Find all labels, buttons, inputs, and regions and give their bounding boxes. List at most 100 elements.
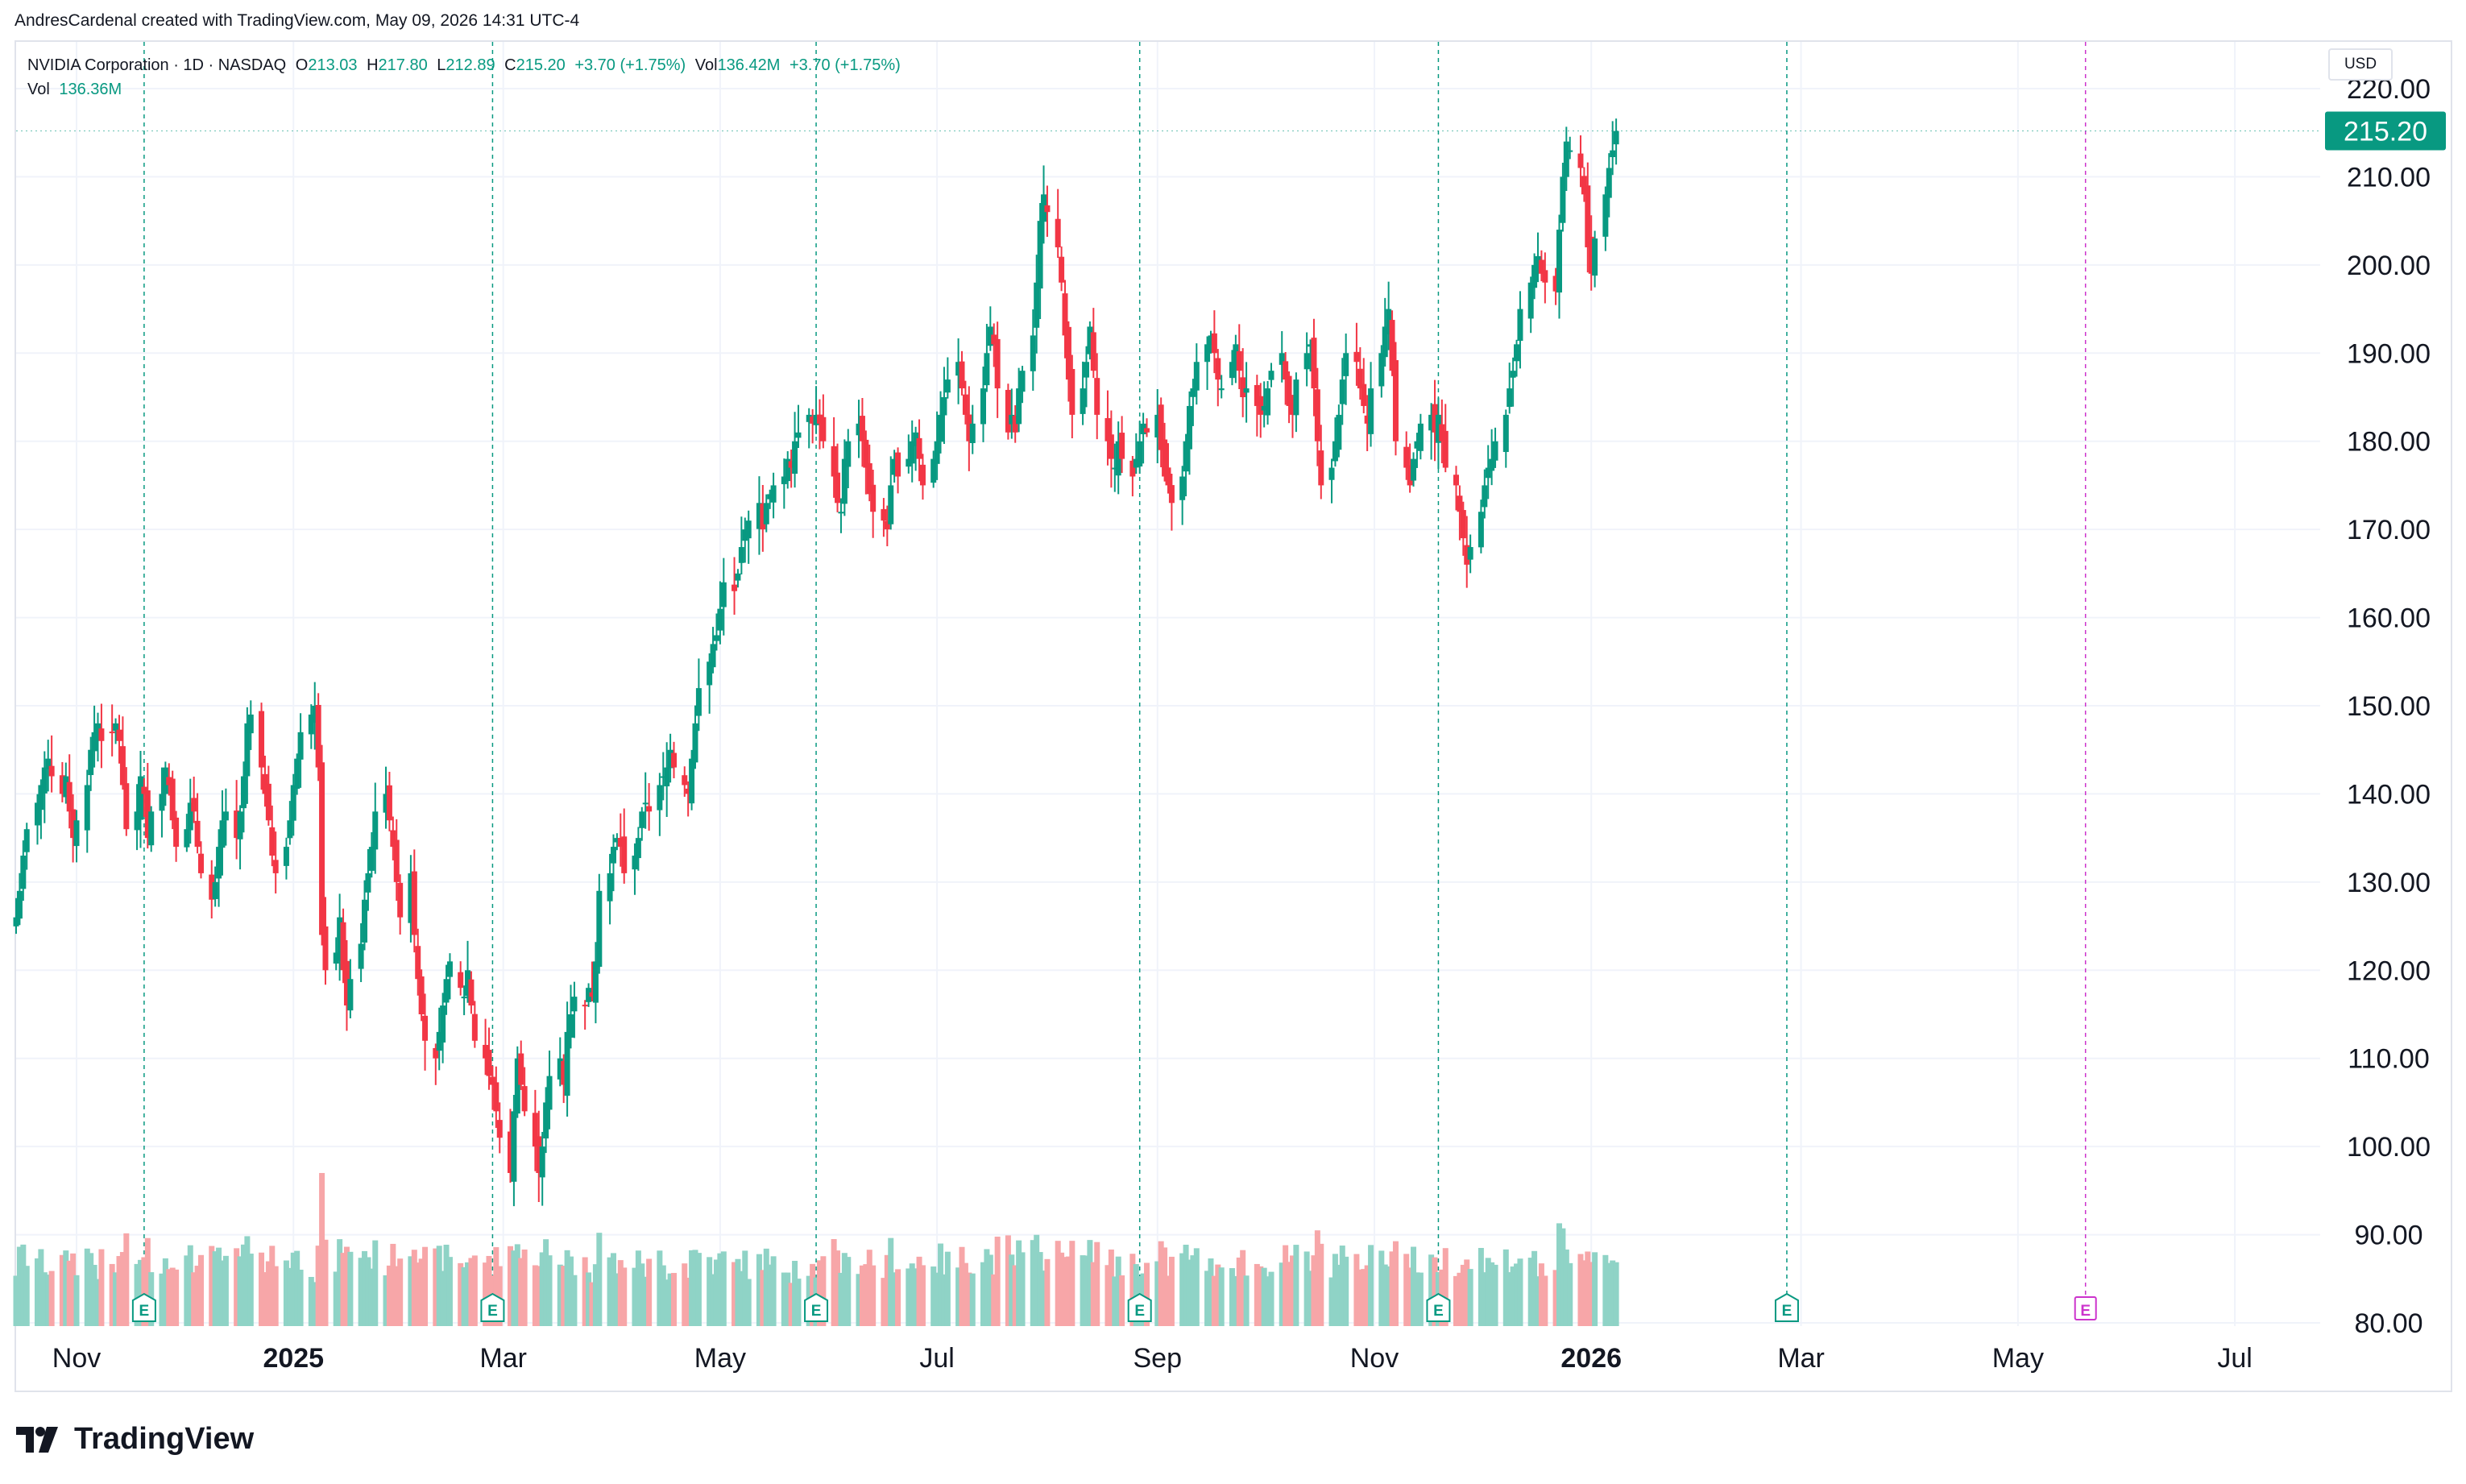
price-tick-label: 150.00 <box>2347 691 2431 722</box>
legend-symbol[interactable]: NVIDIA Corporation · 1D · NASDAQ <box>27 56 287 74</box>
volume-bar <box>621 1267 628 1326</box>
volume-bar <box>411 1250 417 1326</box>
volume-bar <box>571 1275 578 1326</box>
volume-bar <box>418 1258 425 1326</box>
candle-body <box>436 1031 442 1051</box>
candle-body <box>664 767 670 787</box>
candle-body <box>312 706 318 723</box>
volume-bar <box>88 1253 94 1326</box>
volume-bar <box>1428 1254 1435 1326</box>
legend-high-value: 217.80 <box>378 56 428 74</box>
volume-bar <box>582 1257 588 1326</box>
volume-bar <box>1012 1265 1018 1326</box>
price-tick-label: 130.00 <box>2347 868 2431 898</box>
volume-bar <box>1005 1235 1011 1326</box>
volume-bar <box>1467 1269 1473 1326</box>
candle-body <box>1055 218 1061 247</box>
candle-body <box>468 979 475 1006</box>
volume-bar <box>617 1260 624 1326</box>
legend-row-price: NVIDIA Corporation · 1D · NASDAQ O213.03… <box>27 53 906 77</box>
tradingview-logo[interactable]: TradingView <box>16 1422 254 1457</box>
volume-bar <box>781 1272 787 1326</box>
volume-bar <box>422 1246 429 1326</box>
volume-bar <box>543 1239 549 1326</box>
volume-bar <box>1168 1256 1175 1326</box>
volume-bar <box>91 1265 97 1326</box>
earnings-badge <box>480 1292 505 1322</box>
volume-bar <box>1119 1275 1125 1326</box>
candle-body <box>365 873 371 893</box>
candle-body <box>657 785 663 810</box>
candle-body <box>682 775 688 786</box>
volume-bar <box>440 1271 446 1326</box>
candle-body <box>343 960 350 1006</box>
volume-bar <box>1535 1276 1541 1326</box>
candle-body <box>471 1014 478 1041</box>
volume-bar <box>162 1258 168 1326</box>
earnings-badge <box>1127 1292 1152 1322</box>
volume-bar <box>272 1266 279 1326</box>
candle-body <box>1265 388 1271 416</box>
candle-body <box>1453 475 1459 486</box>
volume-bar <box>1464 1259 1470 1326</box>
earnings-badge-label: E <box>1134 1303 1145 1320</box>
volume-indicator-label[interactable]: Vol <box>27 81 50 98</box>
candle-body <box>422 1015 429 1041</box>
candle-body <box>607 873 613 902</box>
volume-bar <box>987 1254 993 1326</box>
volume-bar <box>137 1259 143 1326</box>
candle-body <box>994 338 1001 389</box>
candle-body <box>287 820 293 839</box>
candle-body <box>1254 384 1260 406</box>
candle-body <box>265 783 271 821</box>
candle-body <box>1517 309 1523 342</box>
candle-body <box>1240 377 1246 397</box>
volume-bar <box>1560 1228 1566 1326</box>
candle-body <box>1311 338 1317 389</box>
candle-body <box>1585 185 1591 247</box>
last-price-marker: 215.20 <box>16 111 2446 151</box>
volume-bar <box>664 1279 670 1326</box>
candle-body <box>440 1005 446 1043</box>
candle-body <box>34 802 40 826</box>
candle-body <box>781 476 787 484</box>
time-tick-label: Nov <box>52 1343 101 1374</box>
volume-bar <box>1283 1245 1289 1326</box>
candle-body <box>66 781 73 812</box>
candle-body <box>1489 458 1495 471</box>
candle-body <box>184 829 190 848</box>
currency-button[interactable]: USD <box>2328 48 2393 81</box>
candle-body <box>539 1146 545 1178</box>
candle-body <box>507 1131 513 1173</box>
candle-body <box>770 485 777 503</box>
volume-indicator-value: 136.36M <box>59 81 122 98</box>
candle-body <box>1531 264 1538 288</box>
volume-bar <box>1158 1241 1164 1326</box>
volume-bar <box>461 1266 467 1326</box>
candle-body <box>198 853 205 873</box>
volume-bar <box>1336 1264 1342 1326</box>
volume-bar <box>738 1271 744 1326</box>
candle-body <box>446 961 453 977</box>
candle-body <box>1154 414 1161 437</box>
candle-body <box>1567 150 1573 152</box>
price-tick-label: 80.00 <box>2354 1308 2422 1339</box>
candle-body <box>134 811 140 831</box>
candle-body <box>247 714 254 734</box>
candle-body <box>496 1120 503 1138</box>
volume-bar <box>173 1269 180 1326</box>
candle-body <box>368 847 375 871</box>
candle-body <box>397 882 404 918</box>
price-tick-label: 100.00 <box>2347 1132 2431 1163</box>
candle-body <box>1062 293 1068 336</box>
volume-bar <box>692 1250 698 1326</box>
candle-body <box>1005 389 1011 433</box>
volume-bar <box>184 1255 190 1326</box>
candle-body <box>1034 282 1040 328</box>
time-axis: Nov 2025 Mar May Jul Sep Nov 2026 Mar May Jul <box>52 1343 2253 1374</box>
volume-bar <box>1343 1256 1349 1326</box>
volume-bar <box>1489 1262 1495 1326</box>
volume-bar <box>934 1272 940 1326</box>
volume-bar <box>59 1254 65 1326</box>
